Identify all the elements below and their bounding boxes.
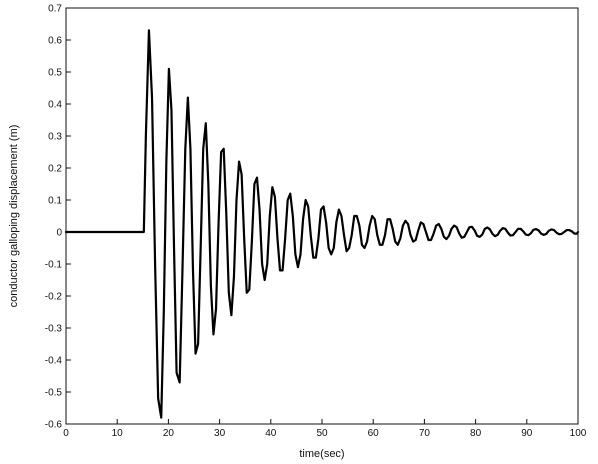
plot-frame [65,7,579,425]
y-tick-label: -0.1 [45,260,63,271]
y-tick-label: 0.5 [48,68,62,79]
y-tick-label: 0.3 [48,132,62,143]
x-tick-label: 70 [419,428,431,439]
series-line [64,29,580,419]
x-tick-label: 90 [521,428,533,439]
x-tick-label: 10 [112,428,124,439]
y-tick-label: 0.7 [48,4,62,15]
x-axis-title: time(sec) [299,448,344,460]
x-tick-label: 80 [470,428,482,439]
y-tick-label: -0.2 [45,292,63,303]
x-tick-label: 40 [265,428,277,439]
y-axis-title: conductor galloping displacement (m) [8,125,20,308]
x-axis-ticks: 0 10 20 30 40 50 60 70 80 90 100 [63,419,587,439]
x-tick-label: 30 [214,428,226,439]
x-tick-label: 20 [163,428,175,439]
x-tick-label: 100 [570,428,587,439]
y-tick-label: -0.5 [45,388,63,399]
y-tick-label: -0.6 [45,420,63,431]
y-tick-label: 0.4 [48,100,62,111]
y-tick-label: -0.3 [45,324,63,335]
x-tick-label: 0 [63,428,69,439]
x-tick-label: 60 [368,428,380,439]
x-tick-label: 50 [316,428,328,439]
y-tick-label: 0 [56,228,62,239]
y-tick-label: 0.1 [48,196,62,207]
y-tick-label: 0.2 [48,164,62,175]
plot-background [66,8,578,424]
y-tick-label: 0.6 [48,36,62,47]
y-tick-label: -0.4 [45,356,63,367]
